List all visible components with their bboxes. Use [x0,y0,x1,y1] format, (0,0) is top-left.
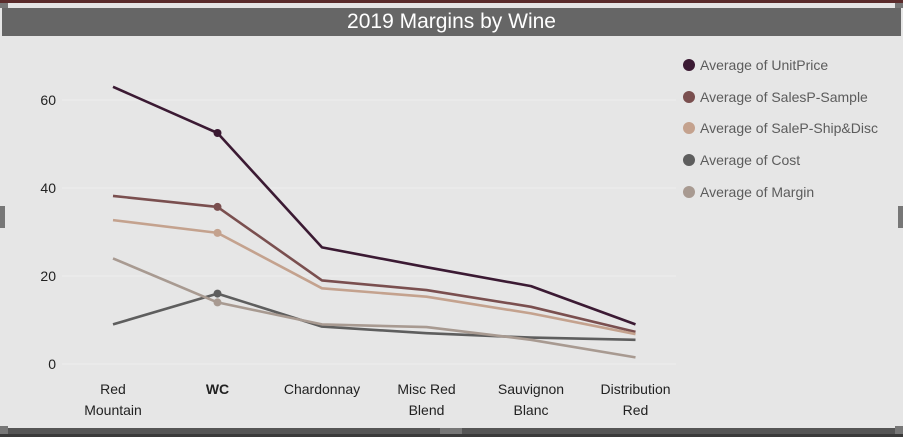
legend-item[interactable]: Average of Margin [683,176,878,208]
legend-label: Average of SaleP-Ship&Disc [700,120,878,137]
series-line [112,292,636,342]
x-tick-label: Chardonnay [284,381,360,397]
legend-item[interactable]: Average of Cost [683,144,878,176]
line-chart: 0 20 40 60 Red Mountain WC Chardonnay Misc Red B… [40,85,676,418]
data-point-marker [213,228,222,237]
x-tick-label: WC [206,381,229,397]
x-tick-label: Red [623,402,649,418]
resize-handle-bottom-right[interactable] [895,426,903,434]
x-tick-label: Mountain [84,402,142,418]
x-tick-label: Distribution [600,381,670,397]
y-axis: 0 20 40 60 [40,92,56,372]
legend-label: Average of Cost [700,151,801,168]
series-line [112,194,636,334]
x-tick-label: Blend [409,402,445,418]
legend-label: Average of SalesP-Sample [700,88,868,105]
y-tick-label: 40 [40,180,56,196]
data-point-marker [213,298,222,307]
resize-handle-right[interactable] [898,206,903,228]
x-axis: Red Mountain WC Chardonnay Misc Red Blend Sauv… [84,381,670,418]
legend-marker-icon [683,58,695,71]
x-tick-label: Misc Red [397,381,455,397]
series-line [112,257,636,359]
series-line [112,85,636,326]
legend-item[interactable]: Average of UnitPrice [683,49,878,81]
y-tick-label: 60 [40,92,56,108]
y-tick-label: 0 [48,356,56,372]
legend-marker-icon [683,122,695,135]
resize-handle-bottom-left[interactable] [0,426,8,434]
legend-marker-icon [683,185,695,198]
chart-title: 2019 Margins by Wine [2,8,901,36]
legend-marker-icon [683,90,695,103]
legend: Average of UnitPrice Average of SalesP-Sa… [683,49,878,207]
resize-handle-bottom[interactable] [440,428,462,434]
gridlines [62,99,676,365]
legend-label: Average of UnitPrice [700,56,829,73]
data-point-marker [213,289,222,298]
legend-label: Average of Margin [700,183,815,200]
resize-handle-top-right[interactable] [895,3,903,8]
legend-item[interactable]: Average of SaleP-Ship&Disc [683,112,878,144]
series-line [112,218,636,336]
series-markers [213,129,222,307]
legend-marker-icon [683,153,695,166]
resize-handle-top-left[interactable] [0,3,8,8]
series-lines [112,85,636,359]
legend-item[interactable]: Average of SalesP-Sample [683,81,878,113]
x-tick-label: Blanc [513,402,548,418]
resize-handle-left[interactable] [0,206,5,228]
y-tick-label: 20 [40,268,56,284]
x-tick-label: Red [100,381,126,397]
data-point-marker [213,129,222,137]
x-tick-label: Sauvignon [498,381,564,397]
data-point-marker [213,202,222,211]
